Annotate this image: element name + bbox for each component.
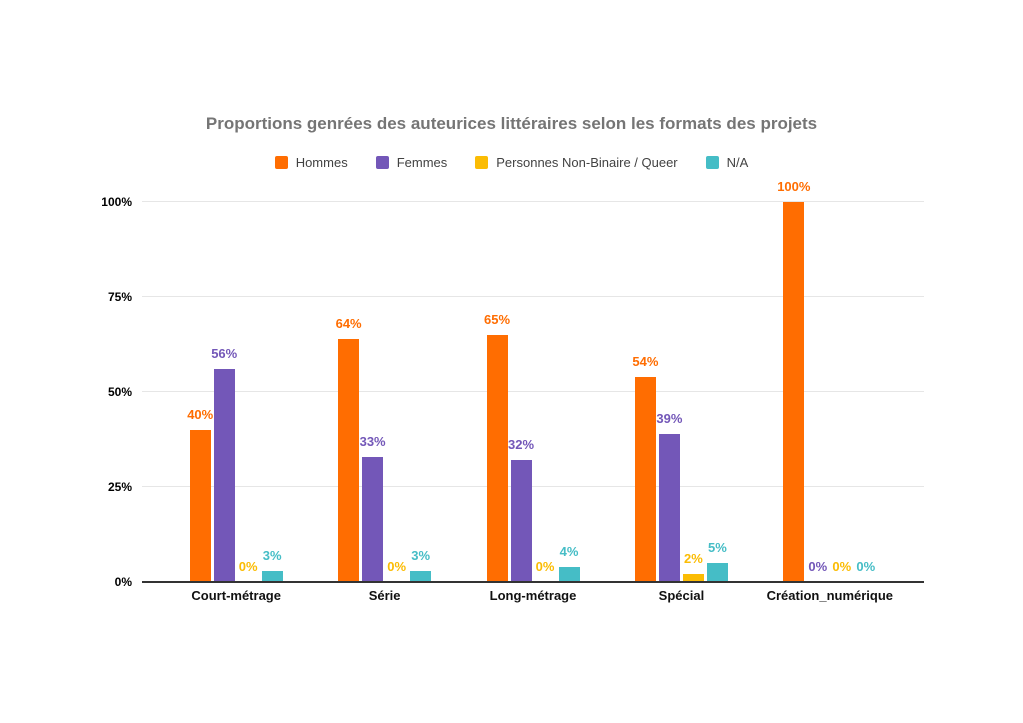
value-label-n-a-creation-numerique: 0% — [856, 559, 876, 574]
chart-legend: Hommes Femmes Personnes Non-Binaire / Quee… — [0, 155, 1023, 170]
bar-group-special: 54% 39% 2% 5% — [607, 202, 755, 582]
value-label-personnes-non-binaire-queer-court-metrage: 0% — [238, 559, 258, 574]
legend-item-personnes-non-binaire-queer: Personnes Non-Binaire / Queer — [475, 155, 678, 170]
bar-slot: 5% — [706, 202, 728, 582]
legend-item-hommes: Hommes — [274, 155, 348, 170]
bar-slot: 2% — [682, 202, 704, 582]
bar-personnes-non-binaire-queer-special — [682, 574, 704, 582]
value-label-femmes-court-metrage: 56% — [211, 346, 238, 362]
bar-slot: 0% — [238, 202, 259, 582]
value-label-femmes-long-metrage: 32% — [508, 437, 535, 453]
value-label-femmes-serie: 33% — [359, 433, 386, 449]
bar-slot: 0% — [807, 202, 828, 582]
value-label-personnes-non-binaire-queer-special: 2% — [684, 551, 703, 567]
value-label-hommes-court-metrage: 40% — [187, 407, 214, 422]
legend-swatch-femmes — [375, 156, 389, 169]
value-label-hommes-serie: 64% — [335, 315, 362, 331]
bar-slot: 100% — [777, 180, 810, 582]
gridline — [142, 201, 924, 202]
bar-n-a-long-metrage — [558, 566, 580, 582]
value-label-personnes-non-binaire-queer-creation-numerique: 0% — [832, 559, 852, 574]
bar-slot: 39% — [656, 202, 683, 582]
value-label-n-a-special: 5% — [708, 540, 727, 555]
bar-group-court-metrage: 40% 56% 0% 3% — [162, 202, 310, 582]
bar-slot: 0% — [831, 202, 852, 582]
bar-n-a-court-metrage — [261, 570, 283, 582]
gridline — [142, 296, 924, 297]
bar-n-a-serie — [410, 570, 432, 582]
value-label-n-a-long-metrage: 4% — [559, 543, 579, 559]
bar-slot: 4% — [558, 202, 580, 582]
bar-femmes-serie — [362, 456, 384, 582]
bar-hommes-creation-numerique — [783, 202, 805, 582]
bar-slot: 0% — [855, 202, 876, 582]
legend-label: Personnes Non-Binaire / Queer — [496, 155, 678, 170]
y-tick-label: 25% — [107, 480, 132, 494]
bar-femmes-special — [658, 433, 680, 582]
legend-label: N/A — [726, 155, 749, 170]
x-tick-label-special: Spécial — [658, 588, 705, 603]
y-tick-label: 50% — [107, 385, 132, 399]
x-tick-label-court-metrage: Court-métrage — [191, 588, 281, 603]
value-label-hommes-special: 54% — [632, 353, 659, 369]
bar-slot: 65% — [484, 202, 511, 582]
value-label-personnes-non-binaire-queer-long-metrage: 0% — [535, 559, 555, 574]
bar-slot: 40% — [187, 202, 214, 582]
bar-femmes-court-metrage — [213, 369, 235, 582]
bar-slot: 3% — [410, 202, 432, 582]
bar-slot: 0% — [386, 202, 407, 582]
value-label-n-a-court-metrage: 3% — [262, 547, 282, 563]
x-tick-label-serie: Série — [368, 588, 401, 603]
y-tick-label: 75% — [107, 290, 132, 304]
bar-hommes-court-metrage — [189, 430, 211, 582]
value-label-femmes-special: 39% — [656, 410, 683, 426]
x-axis-labels: Court-métrage Série Long-métrage Spécial Cré… — [142, 588, 924, 603]
chart-title: Proportions genrées des auteurices litté… — [205, 114, 818, 133]
value-label-hommes-long-metrage: 65% — [484, 312, 511, 328]
bar-hommes-special — [634, 376, 656, 582]
legend-swatch-n-a — [705, 156, 719, 169]
y-tick-label: 0% — [114, 575, 132, 589]
legend-swatch-hommes — [274, 156, 288, 169]
bar-n-a-special — [706, 563, 728, 582]
legend-item-n-a: N/A — [705, 155, 749, 170]
legend-label: Hommes — [295, 155, 348, 170]
bar-hommes-long-metrage — [486, 335, 508, 582]
legend-label: Femmes — [396, 155, 448, 170]
gridline — [142, 391, 924, 392]
bar-slot: 33% — [359, 202, 386, 582]
value-label-hommes-creation-numerique: 100% — [777, 179, 811, 194]
bar-femmes-long-metrage — [510, 460, 532, 582]
bar-groups: 40% 56% 0% 3% 64% 33% 0% 3% 65% 32% 0% 4% 54% 39% 2% 5%… — [142, 180, 924, 582]
bar-slot: 56% — [211, 202, 238, 582]
gridline — [142, 486, 924, 487]
bar-slot: 54% — [632, 202, 659, 582]
plot-area: 0% 25% 50% 75% 100% 40% 56% 0% 3% 64% 33% 0% 3% 65% 3… — [101, 180, 924, 589]
value-label-personnes-non-binaire-queer-serie: 0% — [387, 559, 407, 574]
bar-hommes-serie — [338, 338, 360, 582]
y-tick-label: 100% — [101, 195, 132, 209]
x-tick-label-creation-numerique: Création_numérique — [766, 588, 894, 603]
x-tick-label-long-metrage: Long-métrage — [489, 588, 577, 603]
value-label-femmes-creation-numerique: 0% — [808, 559, 828, 574]
value-label-n-a-serie: 3% — [411, 547, 431, 563]
bar-slot: 32% — [508, 202, 535, 582]
legend-item-femmes: Femmes — [375, 155, 448, 170]
bar-slot: 3% — [261, 202, 283, 582]
x-axis-line — [142, 581, 924, 583]
bar-group-creation-numerique: 100% 0% 0% 0% — [756, 180, 904, 582]
bar-slot: 64% — [335, 202, 362, 582]
bar-slot: 0% — [535, 202, 556, 582]
bar-group-long-metrage: 65% 32% 0% 4% — [459, 202, 607, 582]
legend-swatch-personnes-non-binaire-queer — [475, 156, 489, 169]
bar-group-serie: 64% 33% 0% 3% — [310, 202, 458, 582]
